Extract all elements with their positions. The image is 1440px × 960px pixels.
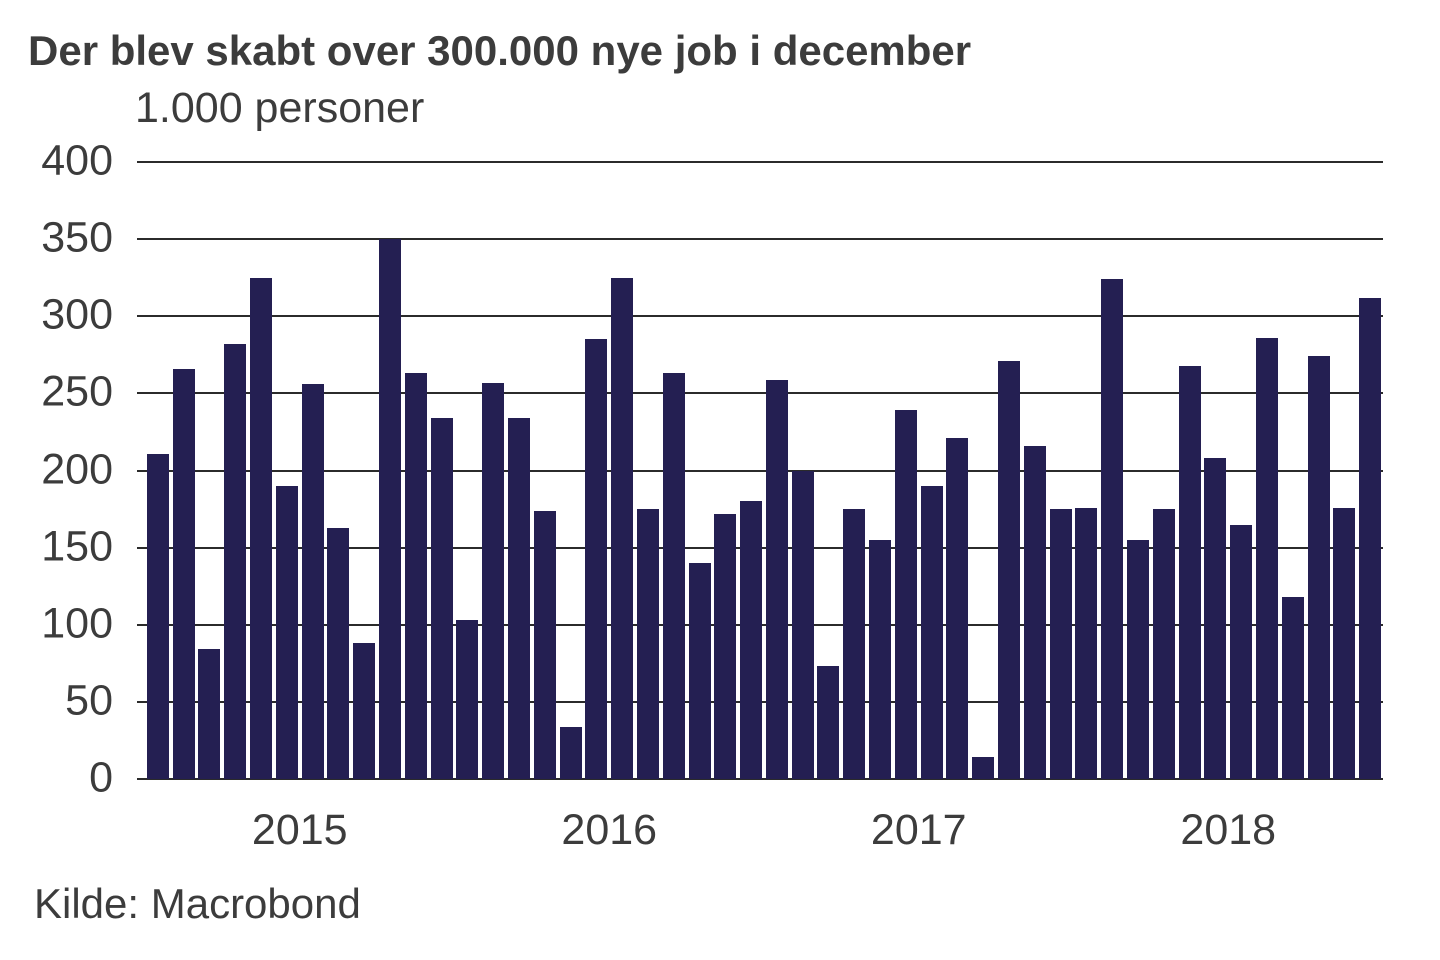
y-axis-tick [137,469,145,472]
y-axis-tick-label: 300 [41,290,113,339]
bar [379,239,402,779]
bar [146,453,169,779]
bar [740,501,763,779]
bar [353,643,376,779]
bar [1101,279,1124,779]
y-axis-tick-label: 100 [41,599,113,648]
bar [662,373,685,779]
bar [946,438,969,779]
gridline-300 [145,315,1383,318]
bar [714,513,737,779]
source-label: Kilde: Macrobond [34,880,361,927]
bar [611,277,634,779]
y-axis-tick-label: 250 [41,367,113,416]
bar [1307,356,1330,779]
x-axis-year-label: 2018 [1180,806,1277,854]
bar [275,485,298,779]
bar [1075,507,1098,779]
bar [1204,458,1227,779]
bar [456,620,479,779]
bar [250,277,273,779]
bar [636,509,659,779]
bar [1281,597,1304,779]
bar [482,382,505,779]
x-axis-year-label: 2016 [561,806,658,854]
bar [301,384,324,779]
bar [1255,337,1278,779]
bar [1049,509,1072,779]
y-axis-tick [137,778,145,780]
bar [1023,445,1046,779]
bar [869,539,892,779]
bar [765,379,788,779]
y-axis-tick-label: 400 [41,136,113,185]
y-axis-labels: 0 50 100 150 200 250 300 350 400 [0,137,113,802]
bar [559,726,582,779]
x-axis-year-label: 2017 [870,806,967,854]
bar [1152,509,1175,779]
gridline-400 [145,161,1383,163]
gridline-150 [145,546,1383,549]
bar [430,418,453,779]
y-axis-tick [137,238,145,241]
gridline-250 [145,392,1383,395]
y-axis-tick-label: 200 [41,445,113,494]
gridline-0 [145,778,1383,780]
y-axis-tick-label: 350 [41,213,113,262]
bar [533,510,556,779]
y-axis-tick [137,546,145,549]
y-axis-title: 1.000 personer [135,84,425,132]
bar [585,339,608,779]
bar [198,649,221,779]
plot-area [137,161,1383,780]
x-axis-labels: 2015 2016 2017 2018 [145,806,1383,858]
bar [1178,365,1201,779]
bar [791,470,814,779]
bar [224,344,247,779]
y-axis-tick-label: 0 [89,753,113,802]
bar [688,563,711,779]
y-axis-tick [137,623,145,626]
bar [843,509,866,779]
bar [920,485,943,779]
gridline-100 [145,623,1383,626]
y-axis-tick [137,161,145,163]
bar [1333,507,1356,779]
bar [507,418,530,779]
bar [1230,524,1253,779]
gridline-200 [145,469,1383,472]
bar [1359,297,1382,779]
bar [972,757,995,779]
y-axis-tick [137,700,145,703]
y-axis-tick [137,392,145,395]
bar [172,368,195,779]
y-axis-tick-label: 150 [41,522,113,571]
bar [327,527,350,779]
bar [404,373,427,779]
bar [998,360,1021,779]
gridline-350 [145,238,1383,241]
bar [1126,539,1149,779]
x-axis-year-label: 2015 [251,806,348,854]
y-axis-tick [137,315,145,318]
y-axis-tick-label: 50 [65,676,113,725]
bar [894,410,917,779]
chart-title: Der blev skabt over 300.000 nye job i de… [28,27,972,74]
bar [817,666,840,779]
gridline-50 [145,700,1383,703]
